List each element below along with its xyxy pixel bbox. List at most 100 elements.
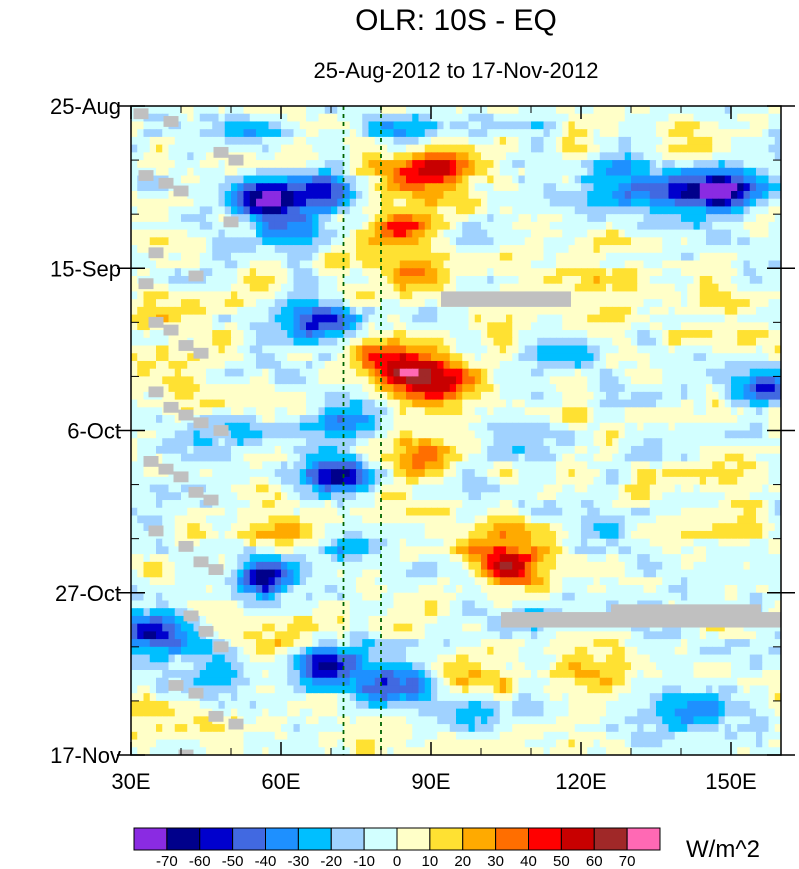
heatmap-cell — [393, 144, 401, 153]
heatmap-cell — [737, 198, 745, 208]
heatmap-cell — [693, 136, 701, 146]
heatmap-cell — [512, 368, 520, 378]
heatmap-cell — [406, 152, 413, 161]
heatmap-cell — [156, 438, 163, 447]
heatmap-cell — [156, 167, 163, 177]
heatmap-cell — [256, 345, 263, 354]
heatmap-cell — [618, 314, 626, 323]
heatmap-cell — [168, 422, 176, 432]
heatmap-cell — [343, 306, 351, 316]
heatmap-cell — [524, 337, 532, 347]
heatmap-cell — [412, 275, 420, 285]
heatmap-cell — [674, 190, 682, 200]
heatmap-cell — [518, 306, 526, 316]
heatmap-cell — [506, 376, 513, 385]
heatmap-cell — [624, 337, 632, 347]
heatmap-cell — [724, 221, 732, 231]
heatmap-cell — [724, 337, 732, 347]
heatmap-cell — [718, 167, 726, 177]
heatmap-cell — [474, 260, 482, 269]
heatmap-cell — [574, 345, 582, 354]
heatmap-cell — [212, 407, 220, 416]
heatmap-cell — [368, 106, 376, 115]
heatmap-cell — [224, 229, 232, 238]
heatmap-cell — [449, 206, 457, 215]
heatmap-cell — [737, 430, 745, 439]
heatmap-cell — [493, 167, 501, 177]
heatmap-cell — [437, 368, 445, 378]
heatmap-cell — [737, 407, 745, 416]
heatmap-cell — [137, 183, 145, 192]
heatmap-cell — [381, 136, 388, 146]
heatmap-cell — [237, 322, 245, 331]
heatmap-cell — [743, 360, 751, 370]
heatmap-cell — [506, 144, 513, 153]
heatmap-cell — [518, 407, 526, 416]
heatmap-cell — [681, 360, 688, 370]
heatmap-cell — [649, 422, 657, 432]
heatmap-cell — [749, 461, 757, 470]
heatmap-cell — [293, 306, 301, 316]
heatmap-cell — [462, 175, 470, 184]
heatmap-cell — [231, 430, 238, 439]
heatmap-cell — [693, 445, 701, 455]
heatmap-cell — [162, 160, 170, 169]
heatmap-cell — [606, 399, 613, 408]
heatmap-cell — [587, 376, 595, 385]
heatmap-cell — [556, 384, 563, 393]
heatmap-cell — [287, 214, 295, 223]
heatmap-cell — [468, 144, 476, 153]
heatmap-cell — [274, 376, 282, 385]
heatmap-cell — [649, 129, 657, 138]
heatmap-cell — [687, 445, 695, 455]
heatmap-cell — [443, 121, 451, 130]
heatmap-cell — [606, 407, 613, 416]
heatmap-cell — [549, 237, 557, 246]
heatmap-cell — [499, 268, 507, 277]
heatmap-cell — [431, 469, 438, 478]
heatmap-cell — [668, 183, 676, 192]
heatmap-cell — [524, 438, 532, 447]
heatmap-cell — [649, 175, 657, 184]
heatmap-cell — [231, 360, 238, 370]
heatmap-cell — [299, 399, 307, 408]
heatmap-cell — [599, 167, 607, 177]
heatmap-cell — [762, 129, 770, 138]
heatmap-cell — [506, 175, 513, 184]
heatmap-cell — [343, 129, 351, 138]
heatmap-cell — [581, 152, 588, 161]
heatmap-cell — [712, 190, 720, 200]
heatmap-cell — [424, 391, 432, 401]
heatmap-cell — [399, 121, 407, 130]
heatmap-cell — [637, 306, 645, 316]
heatmap-cell — [356, 229, 363, 238]
heatmap-cell — [643, 106, 651, 115]
heatmap-cell — [774, 453, 781, 463]
heatmap-cell — [349, 306, 357, 316]
heatmap-cell — [412, 422, 420, 432]
heatmap-cell — [749, 345, 757, 354]
heatmap-cell — [312, 376, 320, 385]
heatmap-cell — [193, 461, 201, 470]
heatmap-cell — [387, 337, 395, 347]
heatmap-cell — [743, 376, 751, 385]
heatmap-cell — [293, 453, 301, 463]
heatmap-cell — [706, 337, 713, 347]
heatmap-cell — [256, 453, 263, 463]
heatmap-cell — [581, 198, 588, 208]
heatmap-cell — [593, 453, 601, 463]
heatmap-cell — [587, 144, 595, 153]
heatmap-cell — [774, 391, 781, 401]
heatmap-cell — [631, 376, 638, 385]
heatmap-cell — [162, 206, 170, 215]
heatmap-cell — [218, 214, 226, 223]
heatmap-cell — [537, 360, 545, 370]
heatmap-cell — [224, 167, 232, 177]
heatmap-cell — [424, 330, 432, 339]
heatmap-cell — [693, 415, 701, 424]
heatmap-cell — [399, 360, 407, 370]
heatmap-cell — [337, 214, 345, 223]
heatmap-cell — [149, 368, 157, 378]
heatmap-cell — [568, 129, 576, 138]
heatmap-cell — [474, 221, 482, 231]
